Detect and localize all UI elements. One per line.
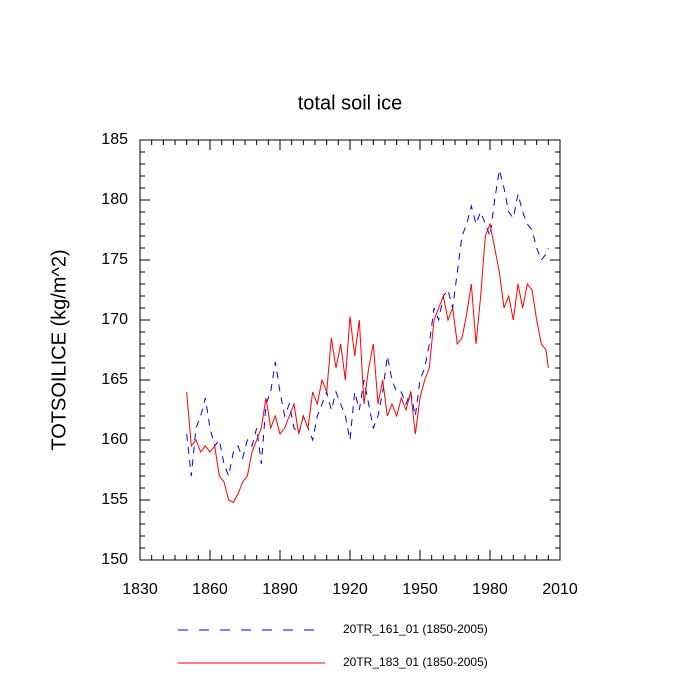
y-tick-label: 160: [101, 431, 128, 448]
y-tick-label: 155: [101, 491, 128, 508]
x-tick-label: 1860: [192, 581, 228, 598]
y-tick-label: 165: [101, 371, 128, 388]
y-tick-label: 180: [101, 191, 128, 208]
x-tick-label: 1830: [122, 581, 158, 598]
x-tick-label: 1890: [262, 581, 298, 598]
x-tick-label: 1950: [402, 581, 438, 598]
x-tick-label: 1920: [332, 581, 368, 598]
x-tick-label: 1980: [472, 581, 508, 598]
series-line: [186, 169, 549, 478]
chart-title: total soil ice: [298, 92, 403, 114]
x-tick-label: 2010: [542, 581, 578, 598]
y-tick-label: 185: [101, 131, 128, 148]
legend-label: 20TR_161_01 (1850-2005): [343, 622, 488, 636]
y-axis-label: TOTSOILICE (kg/m^2): [48, 249, 70, 450]
y-tick-label: 150: [101, 551, 128, 568]
legend-label: 20TR_183_01 (1850-2005): [343, 655, 488, 669]
y-tick-label: 170: [101, 311, 128, 328]
series-line: [186, 222, 549, 504]
plot-frame: [139, 139, 561, 561]
y-tick-label: 175: [101, 251, 128, 268]
